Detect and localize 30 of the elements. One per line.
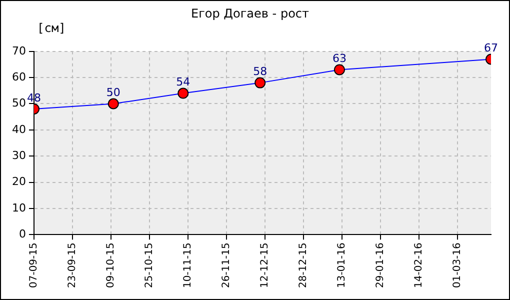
y-tick-label: 0: [18, 227, 26, 240]
point: [254, 77, 266, 88]
data-label: 67: [484, 42, 498, 55]
x-tick-label: 25-10-15: [144, 242, 156, 288]
x-tick-label: 29-01-16: [374, 242, 386, 288]
x-tick-label: 07-09-15: [28, 242, 40, 288]
point: [334, 64, 345, 76]
x-tick-label: 23-09-15: [67, 242, 78, 288]
y-tick-label: 60: [12, 70, 26, 84]
y-tick-label: 20: [12, 175, 26, 188]
data-label: 50: [106, 86, 120, 100]
x-tick-label: 01-03-16: [452, 242, 463, 288]
y-tick-label: 30: [12, 148, 26, 162]
y-tick-label: 70: [12, 44, 26, 58]
y-tick-label: 40: [12, 122, 26, 136]
x-tick-label: 13-01-16: [336, 242, 348, 288]
y-tick-label: 10: [12, 201, 26, 214]
x-tick-label: 28-12-15: [298, 242, 309, 288]
y-axis-title: [см]: [37, 21, 66, 35]
x-tick-label: 26-11-15: [221, 242, 232, 288]
chart-title: Егор Догаев - рост: [191, 6, 310, 20]
point: [178, 88, 189, 99]
x-tick-label: 12-12-15: [260, 242, 270, 288]
x-tick-label: 14-02-16: [413, 242, 424, 288]
x-tick-label: 10-11-15: [182, 242, 194, 288]
data-label: 54: [176, 76, 190, 89]
y-tick-label: 50: [12, 96, 26, 110]
data-label: 58: [253, 65, 268, 78]
data-label: 63: [332, 52, 346, 66]
x-tick-label: 09-10-15: [106, 242, 117, 288]
